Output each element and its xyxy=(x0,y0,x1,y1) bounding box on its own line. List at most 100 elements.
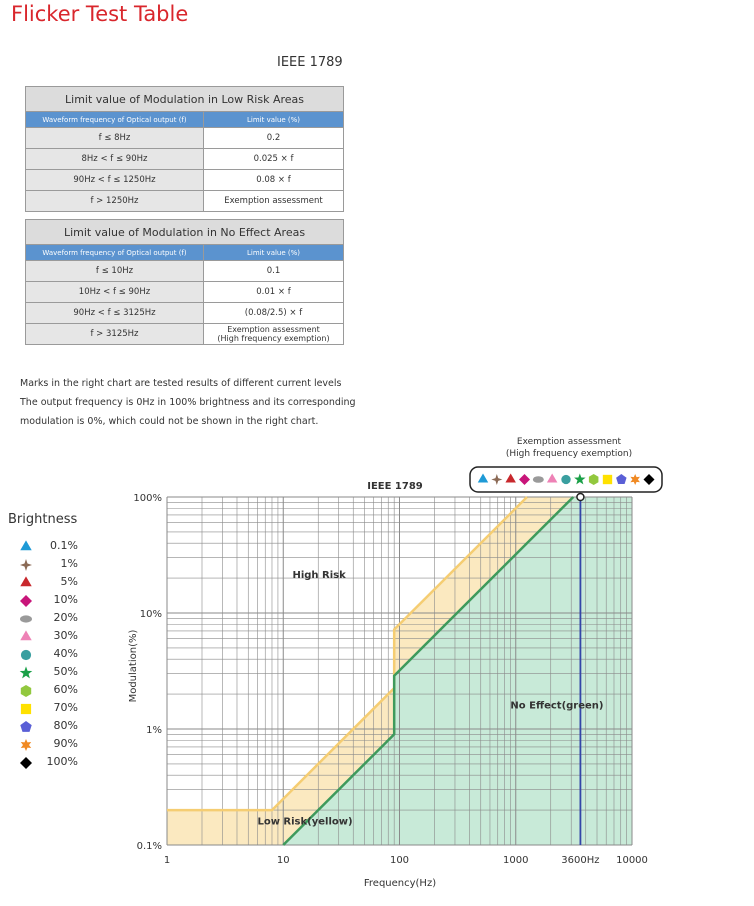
legend-item-label: 80% xyxy=(53,719,78,732)
exemption-diamond-marker xyxy=(519,474,530,485)
note-line-2: The output frequency is 0Hz in 100% brig… xyxy=(20,397,356,408)
table-row: 90Hz < f ≤ 3125Hz (0.08/2.5) × f xyxy=(25,302,344,324)
legend-item-label: 30% xyxy=(53,629,78,642)
diamond-marker-icon xyxy=(20,757,32,769)
legend-item-label: 20% xyxy=(53,611,78,624)
diamond-shape xyxy=(20,757,32,769)
ellipse-marker-icon xyxy=(20,615,32,623)
legend-item-label: 70% xyxy=(53,701,78,714)
limit-cell: 0.2 xyxy=(202,127,345,149)
limit-cell: Exemption assessment (High frequency exe… xyxy=(203,323,344,345)
legend-item: 0.1% xyxy=(18,538,78,556)
table-row: 10Hz < f ≤ 90Hz 0.01 × f xyxy=(25,281,344,303)
x-tick-label: 100 xyxy=(390,855,409,866)
legend-item-label: 0.1% xyxy=(50,539,78,552)
triangle-shape xyxy=(20,630,32,641)
exemption-star6-marker xyxy=(630,474,640,485)
diamond-marker-icon xyxy=(20,595,32,607)
legend-item-label: 60% xyxy=(53,683,78,696)
frequency-cell: 90Hz < f ≤ 3125Hz xyxy=(25,302,204,324)
hexagon-shape xyxy=(20,685,32,697)
x-tick-label: 10000 xyxy=(616,855,648,866)
x-tick-label: 1 xyxy=(164,855,170,866)
square-shape xyxy=(20,703,32,715)
no-effect-table: Limit value of Modulation in No Effect A… xyxy=(25,219,344,345)
exemption-triangle-marker xyxy=(505,473,516,483)
legend-title: Brightness xyxy=(8,512,78,527)
no-effect-col-frequency: Waveform frequency of Optical output (f) xyxy=(25,244,204,261)
table-row: f > 3125Hz Exemption assessment (High fr… xyxy=(25,323,344,345)
x-axis-label: Frequency(Hz) xyxy=(364,878,436,889)
square-marker-icon xyxy=(20,703,32,715)
legend-item: 90% xyxy=(18,736,78,754)
star4-marker-icon xyxy=(20,559,32,571)
exemption-star4-marker xyxy=(491,474,503,485)
legend-item-label: 1% xyxy=(60,557,78,570)
limit-cell: 0.08 × f xyxy=(202,169,345,191)
legend-item-label: 40% xyxy=(53,647,78,660)
table-row: f > 1250Hz Exemption assessment xyxy=(25,190,345,212)
legend-item: 20% xyxy=(18,610,78,628)
star5-shape xyxy=(19,666,33,679)
legend-item: 30% xyxy=(18,628,78,646)
x-tick-label: 1000 xyxy=(503,855,528,866)
y-tick-label: 100% xyxy=(133,493,162,504)
note-line-3: modulation is 0%, which could not be sho… xyxy=(20,416,319,427)
low-risk-region xyxy=(167,497,574,845)
exemption-triangle-marker xyxy=(546,473,558,483)
limit-cell: 0.01 × f xyxy=(203,281,344,303)
ellipse-shape xyxy=(20,615,32,623)
no-effect-col-limit: Limit value (%) xyxy=(203,244,344,261)
pentagon-marker-icon xyxy=(20,721,32,732)
triangle-shape xyxy=(20,540,32,551)
marker-line-label: 3600Hz xyxy=(561,855,599,866)
legend-item: 5% xyxy=(18,574,78,592)
circle-shape xyxy=(20,649,32,661)
low-risk-table: Limit value of Modulation in Low Risk Ar… xyxy=(24,86,345,212)
limit-cell: 0.1 xyxy=(203,260,344,282)
exemption-ellipse-marker xyxy=(532,476,544,483)
region-label: Low Risk(yellow) xyxy=(257,817,352,828)
exemption-label: Exemption assessment (High frequency exe… xyxy=(474,436,664,460)
limit-cell: (0.08/2.5) × f xyxy=(203,302,344,324)
triangle-marker-icon xyxy=(20,540,32,551)
triangle-shape xyxy=(20,576,32,587)
triangle-marker-icon xyxy=(20,630,32,641)
star4-shape xyxy=(20,559,32,571)
y-axis-label: Modulation(%) xyxy=(128,630,139,703)
legend-item: 60% xyxy=(18,682,78,700)
exemption-diamond-marker xyxy=(643,474,655,485)
y-tick-label: 1% xyxy=(146,725,162,736)
legend-item: 40% xyxy=(18,646,78,664)
exemption-pentagon-marker xyxy=(616,474,627,484)
y-tick-label: 0.1% xyxy=(137,841,162,852)
circle-marker-icon xyxy=(20,649,32,661)
note-line-1: Marks in the right chart are tested resu… xyxy=(20,378,342,389)
table-row: 8Hz < f ≤ 90Hz 0.025 × f xyxy=(25,148,345,170)
exemption-hexagon-marker xyxy=(588,474,599,485)
exemption-label-line1: Exemption assessment xyxy=(516,437,622,447)
legend-item: 80% xyxy=(18,718,78,736)
exemption-star5-marker xyxy=(574,473,586,485)
legend-item-label: 50% xyxy=(53,665,78,678)
legend-item: 10% xyxy=(18,592,78,610)
low-risk-table-title: Limit value of Modulation in Low Risk Ar… xyxy=(24,86,345,112)
brightness-legend: 0.1% 1% 5% 10% 20% 30% 40% 50% 60% 70% 80% 90% 100% xyxy=(18,538,78,772)
frequency-marker-point xyxy=(576,492,585,502)
exemption-square-marker xyxy=(602,474,613,485)
diamond-shape xyxy=(20,595,32,607)
frequency-cell: f ≤ 10Hz xyxy=(25,260,204,282)
exemption-circle-marker xyxy=(561,474,571,485)
pentagon-shape xyxy=(20,721,32,732)
legend-item-label: 5% xyxy=(60,575,78,588)
no-effect-boundary-line xyxy=(282,496,575,846)
legend-item-label: 10% xyxy=(53,593,78,606)
x-tick-label: 10 xyxy=(277,855,290,866)
legend-item-label: 100% xyxy=(46,755,78,768)
page-title: Flicker Test Table xyxy=(11,2,189,26)
exemption-triangle-marker xyxy=(477,473,489,483)
chart-note: Marks in the right chart are tested resu… xyxy=(20,374,380,431)
star6-marker-icon xyxy=(20,739,32,751)
legend-item: 100% xyxy=(18,754,78,772)
